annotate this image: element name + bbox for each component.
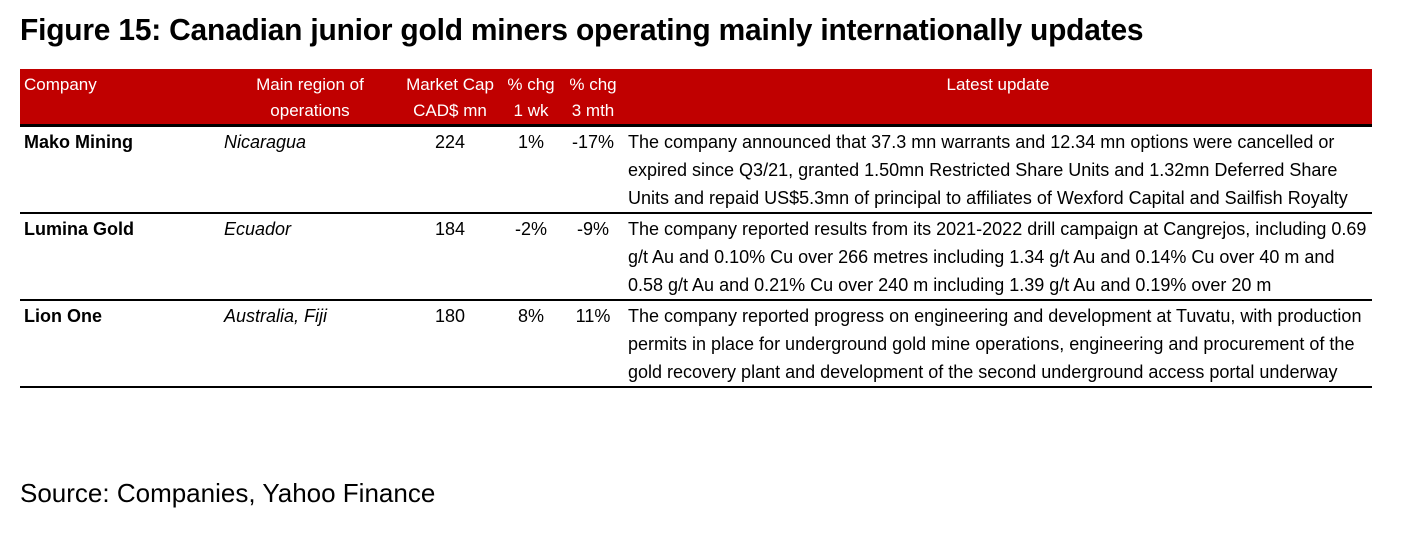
source-note: Source: Companies, Yahoo Finance [20, 478, 436, 508]
cell-chg-1wk: 8% [500, 300, 562, 388]
header-latest-update: Latest update [624, 69, 1372, 127]
table-header-row: Company Main region of operations Market… [20, 69, 1372, 127]
header-chg-1wk: % chg 1 wk [500, 69, 562, 127]
header-chg-3mth: % chg 3 mth [562, 69, 624, 127]
header-company-label: Company [24, 75, 97, 94]
figure-title: Figure 15: Canadian junior gold miners o… [20, 12, 1144, 47]
cell-region: Australia, Fiji [220, 300, 400, 388]
cell-company: Lion One [20, 300, 220, 388]
table-row: Lion One Australia, Fiji 180 8% 11% The … [20, 300, 1372, 388]
header-wk-line1: % chg [507, 75, 555, 94]
cell-company: Mako Mining [20, 125, 220, 214]
header-region: Main region of operations [220, 69, 400, 127]
header-wk-line2: 1 wk [513, 101, 549, 120]
table-row: Mako Mining Nicaragua 224 1% -17% The co… [20, 125, 1372, 214]
header-update-label: Latest update [946, 75, 1050, 94]
cell-market-cap: 180 [400, 300, 500, 388]
cell-region: Ecuador [220, 213, 400, 301]
header-mth-line1: % chg [569, 75, 617, 94]
cell-chg-3mth: -9% [562, 213, 624, 301]
header-company: Company [20, 69, 220, 127]
cell-market-cap: 184 [400, 213, 500, 301]
cell-chg-3mth: -17% [562, 125, 624, 214]
header-market-cap: Market Cap CAD$ mn [400, 69, 500, 127]
header-mth-line2: 3 mth [571, 101, 615, 120]
header-mcap-line2: CAD$ mn [413, 101, 487, 120]
header-region-line2: operations [270, 101, 350, 120]
miners-table: Company Main region of operations Market… [20, 69, 1372, 388]
table-row: Lumina Gold Ecuador 184 -2% -9% The comp… [20, 213, 1372, 301]
cell-chg-1wk: 1% [500, 125, 562, 214]
cell-latest-update: The company reported progress on enginee… [624, 300, 1372, 388]
header-region-line1: Main region of [256, 75, 364, 94]
cell-chg-1wk: -2% [500, 213, 562, 301]
header-mcap-line1: Market Cap [406, 75, 494, 94]
cell-region: Nicaragua [220, 125, 400, 214]
cell-market-cap: 224 [400, 125, 500, 214]
cell-latest-update: The company reported results from its 20… [624, 213, 1372, 301]
cell-chg-3mth: 11% [562, 300, 624, 388]
cell-company: Lumina Gold [20, 213, 220, 301]
cell-latest-update: The company announced that 37.3 mn warra… [624, 125, 1372, 214]
